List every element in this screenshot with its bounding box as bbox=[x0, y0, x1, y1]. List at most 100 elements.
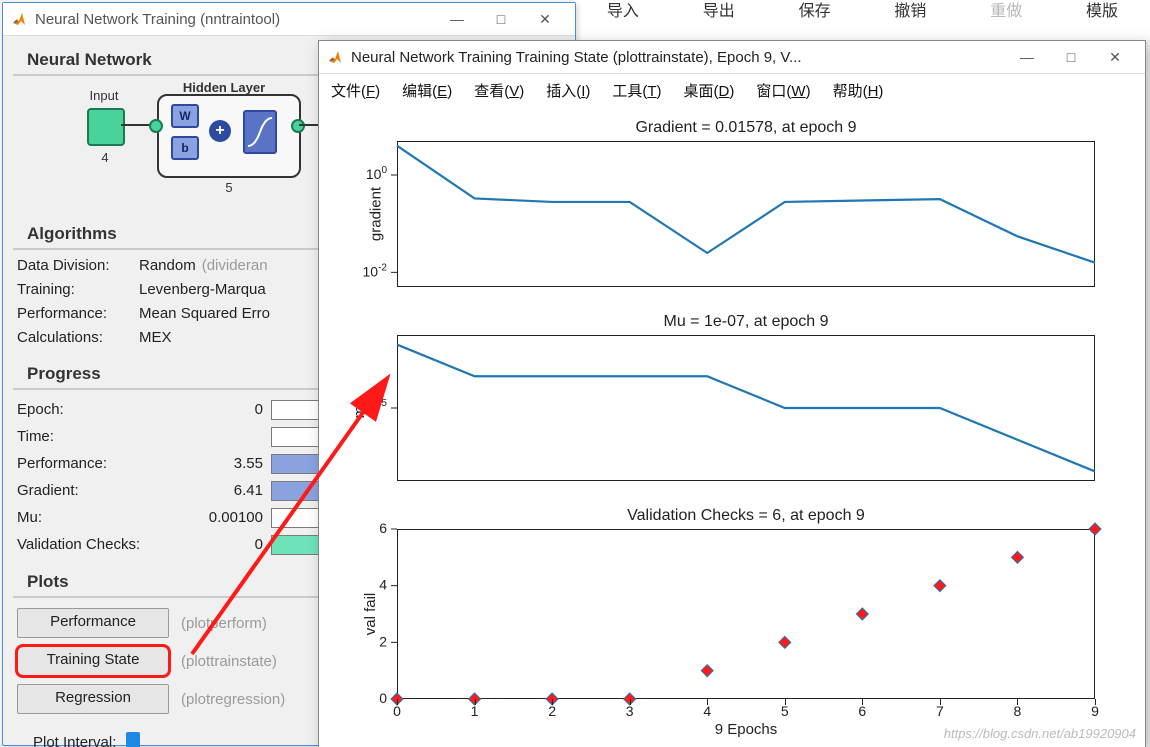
x-tick-label: 6 bbox=[858, 699, 866, 719]
menu-i[interactable]: 插入(I) bbox=[546, 80, 590, 101]
bg-toolbar-item[interactable]: 导入 bbox=[575, 0, 671, 24]
plot-button-performance[interactable]: Performance bbox=[17, 608, 169, 638]
figure-area: Gradient = 0.01578, at epoch 9 gradient … bbox=[319, 113, 1145, 747]
progress-bar bbox=[271, 508, 321, 528]
menubar: 文件(F) 编辑(E) 查看(V) 插入(I) 工具(T) 桌面(D) 窗口(W) 帮助(H) bbox=[319, 74, 1145, 107]
subplot-valfail: Validation Checks = 6, at epoch 9 val fa… bbox=[397, 529, 1095, 699]
plot-interval-slider[interactable] bbox=[126, 732, 140, 747]
background-toolbar: 导入 导出 保存 撤销 重做 模版 bbox=[575, 0, 1150, 40]
mu-line: 10-5 bbox=[397, 335, 1095, 481]
alg-label: Performance: bbox=[17, 302, 139, 326]
progress-label: Validation Checks: bbox=[17, 531, 185, 558]
close-button[interactable]: ✕ bbox=[1093, 43, 1137, 71]
x-tick-label: 1 bbox=[471, 699, 479, 719]
maximize-button[interactable]: □ bbox=[1049, 43, 1093, 71]
hidden-size: 5 bbox=[219, 180, 239, 195]
progress-label: Mu: bbox=[17, 504, 185, 531]
x-tick-label: 0 bbox=[393, 699, 401, 719]
valfail-scatter: 0 2 4 6 bbox=[397, 529, 1095, 699]
matlab-icon bbox=[327, 49, 343, 65]
subplot-mu: Mu = 1e-07, at epoch 9 mu 10-5 bbox=[397, 335, 1095, 481]
hidden-label: Hidden Layer bbox=[174, 80, 274, 95]
alg-label: Calculations: bbox=[17, 326, 139, 350]
svg-text:4: 4 bbox=[379, 577, 387, 593]
svg-text:10-5: 10-5 bbox=[363, 398, 388, 415]
x-tick-label: 5 bbox=[781, 699, 789, 719]
progress-value: 0 bbox=[185, 531, 271, 558]
svg-text:100: 100 bbox=[366, 165, 388, 182]
x-tick-label: 3 bbox=[626, 699, 634, 719]
activation-block bbox=[243, 110, 277, 154]
alg-value: MEX bbox=[139, 326, 172, 350]
progress-label: Epoch: bbox=[17, 396, 185, 423]
subplot1-ylabel: gradient bbox=[368, 187, 385, 241]
bg-toolbar-item[interactable]: 撤销 bbox=[862, 0, 958, 24]
bg-toolbar-item: 重做 bbox=[958, 0, 1054, 24]
menu-w[interactable]: 窗口(W) bbox=[756, 80, 810, 101]
subplot1-title: Gradient = 0.01578, at epoch 9 bbox=[397, 119, 1095, 137]
win1-title: Neural Network Training (nntraintool) bbox=[35, 11, 435, 28]
menu-v[interactable]: 查看(V) bbox=[474, 80, 524, 101]
screenshot-stage: { "bg_toolbar": {"items":[ {"label":"导入"… bbox=[0, 0, 1150, 747]
plottrainstate-window: Neural Network Training Training State (… bbox=[318, 40, 1146, 747]
progress-value: 0.00100 bbox=[185, 504, 271, 531]
input-size: 4 bbox=[95, 150, 115, 165]
menu-h[interactable]: 帮助(H) bbox=[833, 80, 884, 101]
alg-label: Data Division: bbox=[17, 254, 139, 278]
matlab-icon bbox=[11, 11, 27, 27]
alg-value: Levenberg-Marqua bbox=[139, 278, 266, 302]
plot-button-training state[interactable]: Training State bbox=[17, 646, 169, 676]
progress-bar bbox=[271, 400, 321, 420]
menu-d[interactable]: 桌面(D) bbox=[684, 80, 735, 101]
input-block bbox=[87, 108, 125, 146]
progress-bar bbox=[271, 454, 321, 474]
svg-text:10-2: 10-2 bbox=[363, 262, 388, 279]
alg-label: Training: bbox=[17, 278, 139, 302]
subplot3-ylabel: val fail bbox=[362, 593, 379, 636]
x-tick-label: 7 bbox=[936, 699, 944, 719]
maximize-button[interactable]: □ bbox=[479, 5, 523, 33]
menu-f[interactable]: 文件(F) bbox=[331, 80, 380, 101]
svg-text:0: 0 bbox=[379, 690, 387, 706]
progress-value: 0 bbox=[185, 396, 271, 423]
bg-toolbar-item[interactable]: 导出 bbox=[671, 0, 767, 24]
close-button[interactable]: ✕ bbox=[523, 5, 567, 33]
x-tick-label: 2 bbox=[548, 699, 556, 719]
progress-bar bbox=[271, 481, 321, 501]
subplot2-title: Mu = 1e-07, at epoch 9 bbox=[397, 313, 1095, 331]
progress-value: 3.55 bbox=[185, 450, 271, 477]
weight-block: W bbox=[171, 104, 199, 128]
progress-bar bbox=[271, 427, 321, 447]
menu-t[interactable]: 工具(T) bbox=[612, 80, 661, 101]
progress-bar bbox=[271, 535, 321, 555]
bias-block: b bbox=[171, 136, 199, 160]
bg-toolbar-item[interactable]: 保存 bbox=[767, 0, 863, 24]
plot-interval-label: Plot Interval: bbox=[33, 734, 116, 747]
input-label: Input bbox=[79, 88, 129, 103]
menu-e[interactable]: 编辑(E) bbox=[402, 80, 452, 101]
svg-text:6: 6 bbox=[379, 520, 387, 536]
plot-fn-name: (plottrainstate) bbox=[181, 653, 277, 670]
sum-node: + bbox=[209, 120, 231, 142]
progress-label: Gradient: bbox=[17, 477, 185, 504]
subplot-gradient: Gradient = 0.01578, at epoch 9 gradient … bbox=[397, 141, 1095, 287]
win2-title: Neural Network Training Training State (… bbox=[351, 49, 1005, 66]
plot-button-regression[interactable]: Regression bbox=[17, 684, 169, 714]
alg-value: Random(divideran bbox=[139, 254, 268, 278]
win2-titlebar[interactable]: Neural Network Training Training State (… bbox=[319, 41, 1145, 74]
bg-toolbar-item[interactable]: 模版 bbox=[1054, 0, 1150, 24]
minimize-button[interactable]: — bbox=[1005, 43, 1049, 71]
watermark: https://blog.csdn.net/ab19920904 bbox=[944, 726, 1136, 741]
progress-value: 6.41 bbox=[185, 477, 271, 504]
progress-label: Time: bbox=[17, 423, 185, 450]
plot-fn-name: (plotperform) bbox=[181, 615, 267, 632]
subplot3-title: Validation Checks = 6, at epoch 9 bbox=[397, 507, 1095, 525]
x-tick-label: 4 bbox=[703, 699, 711, 719]
x-tick-label: 8 bbox=[1014, 699, 1022, 719]
alg-value: Mean Squared Erro bbox=[139, 302, 270, 326]
minimize-button[interactable]: — bbox=[435, 5, 479, 33]
gradient-line: 100 10-2 bbox=[397, 141, 1095, 287]
svg-text:2: 2 bbox=[379, 633, 387, 649]
x-tick-label: 9 bbox=[1091, 699, 1099, 719]
win1-titlebar[interactable]: Neural Network Training (nntraintool) — … bbox=[3, 3, 575, 36]
